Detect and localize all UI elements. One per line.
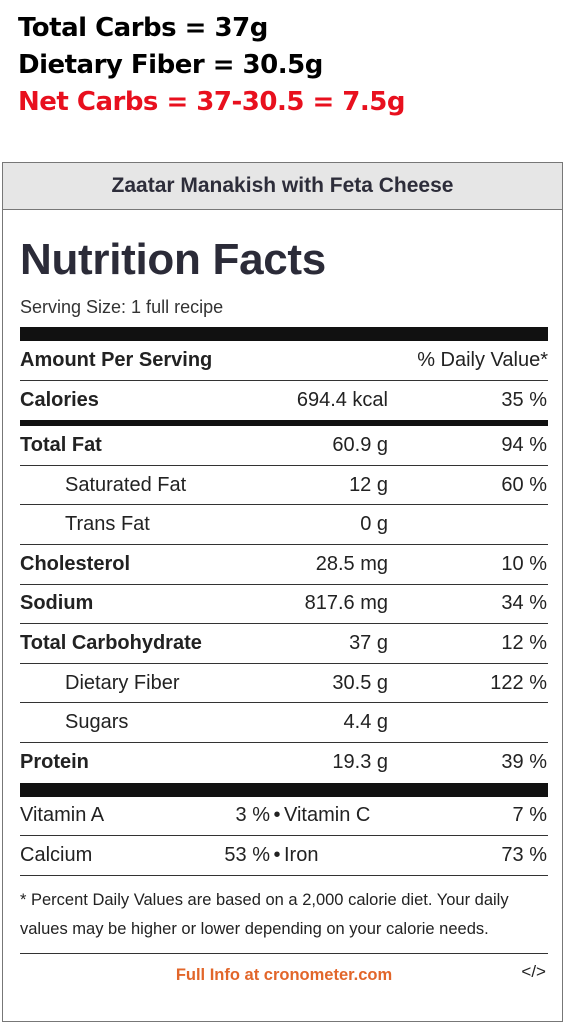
nutrition-facts-heading: Nutrition Facts xyxy=(20,235,326,284)
vitamin-percent: 53 % xyxy=(224,843,270,866)
nutrient-daily-value: 122 % xyxy=(490,671,547,694)
nutrient-name: Sodium xyxy=(20,592,94,615)
nutrient-name: Saturated Fat xyxy=(65,473,187,496)
nutrient-daily-value: 34 % xyxy=(501,592,547,615)
nutrient-row-cholesterol: Cholesterol 28.5 mg 10 % xyxy=(20,545,548,585)
vitamin-name: Iron xyxy=(284,843,319,866)
nutrient-row-trans-fat: Trans Fat 0 g xyxy=(20,505,548,545)
nutrient-daily-value: 10 % xyxy=(501,552,547,575)
bullet-separator: • xyxy=(273,804,281,827)
daily-value-footnote: * Percent Daily Values are based on a 2,… xyxy=(20,890,509,938)
medium-divider xyxy=(20,420,548,427)
dietary-fiber-annotation: Dietary Fiber = 30.5g xyxy=(18,50,323,80)
serving-size: Serving Size: 1 full recipe xyxy=(20,297,224,317)
nutrient-daily-value: 35 % xyxy=(501,388,547,411)
nutrient-row-saturated-fat: Saturated Fat 12 g 60 % xyxy=(20,466,548,506)
nutrient-name: Sugars xyxy=(65,711,129,734)
total-carbs-annotation: Total Carbs = 37g xyxy=(18,13,268,43)
nutrient-row-sodium: Sodium 817.6 mg 34 % xyxy=(20,585,548,625)
vitamin-percent: 7 % xyxy=(512,804,547,827)
nutrient-name: Cholesterol xyxy=(20,552,131,575)
nutrient-amount: 60.9 g xyxy=(332,433,388,456)
daily-value-header: % Daily Value* xyxy=(417,348,548,371)
nutrient-amount: 694.4 kcal xyxy=(296,388,388,411)
nutrient-name: Calories xyxy=(20,388,99,411)
nutrient-amount: 37 g xyxy=(349,631,388,654)
nutrient-row-protein: Protein 19.3 g 39 % xyxy=(20,743,548,783)
nutrient-amount: 817.6 mg xyxy=(304,592,388,615)
nutrient-name: Trans Fat xyxy=(65,513,150,536)
vitamin-percent: 3 % xyxy=(235,804,270,827)
nutrient-daily-value: 39 % xyxy=(501,751,547,774)
nutrient-daily-value: 94 % xyxy=(501,433,547,456)
amount-per-serving-row: Amount Per Serving % Daily Value* xyxy=(20,341,548,381)
vitamin-name: Vitamin A xyxy=(20,804,105,827)
nutrient-name: Protein xyxy=(20,751,89,774)
label-footer: Full Info at cronometer.com </> xyxy=(20,954,548,998)
cronometer-link[interactable]: Full Info at cronometer.com xyxy=(175,966,393,985)
nutrient-row-sugars: Sugars 4.4 g xyxy=(20,703,548,743)
vitamin-percent: 73 % xyxy=(501,843,547,866)
amount-per-serving-label: Amount Per Serving xyxy=(20,348,213,371)
recipe-title: Zaatar Manakish with Feta Cheese xyxy=(3,163,562,210)
vitamin-name: Vitamin C xyxy=(284,804,371,827)
vitamin-name: Calcium xyxy=(20,843,93,866)
nutrition-facts-panel: Nutrition Facts Serving Size: 1 full rec… xyxy=(20,210,548,998)
nutrient-name: Total Fat xyxy=(20,433,102,456)
embed-code-icon[interactable]: </> xyxy=(521,961,546,981)
nutrient-amount: 0 g xyxy=(360,513,388,536)
nutrient-amount: 12 g xyxy=(349,473,388,496)
nutrient-row-total-carbohydrate: Total Carbohydrate 37 g 12 % xyxy=(20,624,548,664)
footer-divider xyxy=(20,952,548,954)
vitamin-row: Calcium 53 % • Iron 73 % xyxy=(20,836,548,876)
nutrient-amount: 19.3 g xyxy=(332,751,388,774)
nutrient-row-total-fat: Total Fat 60.9 g 94 % xyxy=(20,426,548,466)
nutrient-daily-value: 60 % xyxy=(501,473,547,496)
thick-divider xyxy=(20,327,548,341)
bullet-separator: • xyxy=(273,843,281,866)
nutrient-amount: 30.5 g xyxy=(332,671,388,694)
thick-divider xyxy=(20,782,548,797)
nutrient-name: Dietary Fiber xyxy=(65,671,180,694)
nutrient-daily-value: 12 % xyxy=(501,631,547,654)
nutrient-amount: 28.5 mg xyxy=(315,552,388,575)
nutrient-amount: 4.4 g xyxy=(343,711,388,734)
net-carbs-annotation: Net Carbs = 37-30.5 = 7.5g xyxy=(18,87,405,117)
nutrient-row-calories: Calories 694.4 kcal 35 % xyxy=(20,381,548,421)
vitamin-row: Vitamin A 3 % • Vitamin C 7 % xyxy=(20,797,548,837)
nutrient-name: Total Carbohydrate xyxy=(20,631,202,654)
nutrition-label-card: Zaatar Manakish with Feta Cheese Nutriti… xyxy=(2,162,563,1022)
nutrient-row-dietary-fiber: Dietary Fiber 30.5 g 122 % xyxy=(20,664,548,704)
